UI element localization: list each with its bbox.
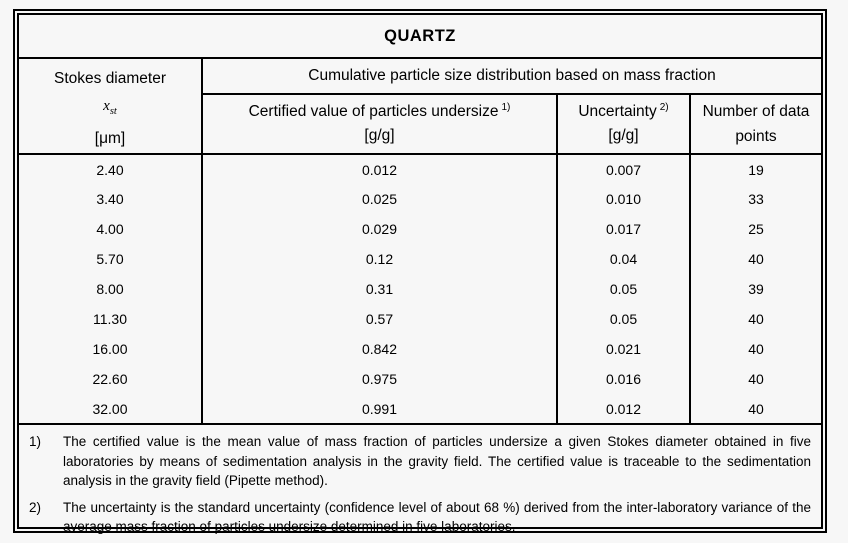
uncertainty-header-label: Uncertainty 2) [578,102,669,121]
cell-data-points: 39 [748,281,764,297]
cell-uncertainty: 0.012 [557,394,691,424]
stokes-unit-label: [μm] [94,130,126,147]
uncertainty-header-cell: Uncertainty 2) [g/g] [557,93,691,156]
cell-stokes-diameter: 3.40 [19,184,203,214]
cell-data-points: 40 [748,251,764,267]
uncertainty-unit-label: [g/g] [608,127,639,145]
footnotes-section: 1) The certified value is the mean value… [19,423,821,543]
table-row: 4.00 0.029 0.017 25 [19,214,821,244]
table-row: 3.40 0.025 0.010 33 [19,184,821,214]
stokes-symbol-subscript: st [109,106,117,117]
cell-certified-value: 0.31 [202,274,558,304]
stokes-symbol: xst [20,92,200,126]
cell-certified-value: 0.012 [202,154,558,184]
footnote-text: The certified value is the mean value of… [63,434,811,488]
cell-certified-value: 0.991 [202,394,558,424]
footnote-ref-1: 1) [501,102,511,114]
cell-stokes-diameter: 5.70 [19,244,203,274]
cell-stokes-diameter: 22.60 [19,364,203,394]
footnote-text: The uncertainty is the standard uncertai… [63,499,811,535]
cell-uncertainty: 0.021 [557,334,691,364]
cell-data-points: 25 [748,221,764,237]
footnote-marker: 2) [29,499,42,515]
footnotes-row: 1) The certified value is the mean value… [19,423,821,543]
cell-uncertainty: 0.05 [557,274,691,304]
cell-certified-value: 0.57 [202,304,558,334]
table-row: 8.00 0.31 0.05 39 [19,274,821,304]
cell-certified-value: 0.842 [202,334,558,364]
cell-uncertainty: 0.04 [557,244,691,274]
footnote-ref-2: 2) [659,102,669,114]
cell-stokes-diameter: 32.00 [19,394,203,424]
table-row: 2.40 0.012 0.007 19 [19,154,821,184]
cell-stokes-diameter: 2.40 [19,154,203,184]
cell-data-points: 40 [748,311,764,327]
data-points-header-cell: Number of data points [690,93,821,156]
data-points-header-label: Number of data points [702,102,810,145]
quartz-certified-values-table: QUARTZ Stokes diameter xst [μm] Cumulati… [19,15,821,543]
table-row: 32.00 0.991 0.012 40 [19,394,821,424]
cell-uncertainty: 0.016 [557,364,691,394]
table-row: 22.60 0.975 0.016 40 [19,364,821,394]
table-row: 5.70 0.12 0.04 40 [19,244,821,274]
footnote-item: 1) The certified value is the mean value… [27,432,813,491]
cell-stokes-diameter: 8.00 [19,274,203,304]
certified-value-header-label: Certified value of particles undersize 1) [248,102,511,121]
footnotes-container: 1) The certified value is the mean value… [27,432,813,537]
cell-stokes-diameter: 11.30 [19,304,203,334]
cell-certified-value: 0.12 [202,244,558,274]
stokes-header-label: Stokes diameter [54,70,166,87]
cell-data-points: 40 [748,341,764,357]
cell-data-points: 19 [748,161,764,178]
stokes-diameter-header-cell: Stokes diameter xst [μm] [19,58,203,155]
cell-stokes-diameter: 16.00 [19,334,203,364]
cell-data-points: 40 [748,371,764,387]
table-inner-frame: QUARTZ Stokes diameter xst [μm] Cumulati… [17,13,823,543]
cell-uncertainty: 0.017 [557,214,691,244]
cell-uncertainty: 0.007 [557,154,691,184]
table-title: QUARTZ [19,15,821,59]
group-header: Cumulative particle size distribution ba… [202,58,821,95]
stokes-symbol-x: x [103,98,110,114]
cell-stokes-diameter: 4.00 [19,214,203,244]
table-outer-frame: QUARTZ Stokes diameter xst [μm] Cumulati… [13,9,827,543]
table-row: 11.30 0.57 0.05 40 [19,304,821,334]
table-row: 16.00 0.842 0.021 40 [19,334,821,364]
certified-value-unit-label: [g/g] [364,127,395,145]
cell-data-points: 40 [748,400,764,417]
cell-uncertainty: 0.05 [557,304,691,334]
cell-certified-value: 0.029 [202,214,558,244]
cell-data-points: 33 [748,191,764,207]
footnote-marker: 1) [29,434,42,449]
footnote-item: 2) The uncertainty is the standard uncer… [27,498,813,537]
cell-certified-value: 0.975 [202,364,558,394]
cell-certified-value: 0.025 [202,184,558,214]
header-row-sub: Certified value of particles undersize 1)… [19,93,821,156]
certified-value-header-cell: Certified value of particles undersize 1)… [202,93,558,156]
header-row-group: Stokes diameter xst [μm] Cumulative part… [19,58,821,155]
cell-uncertainty: 0.010 [557,184,691,214]
title-row: QUARTZ [19,15,821,59]
